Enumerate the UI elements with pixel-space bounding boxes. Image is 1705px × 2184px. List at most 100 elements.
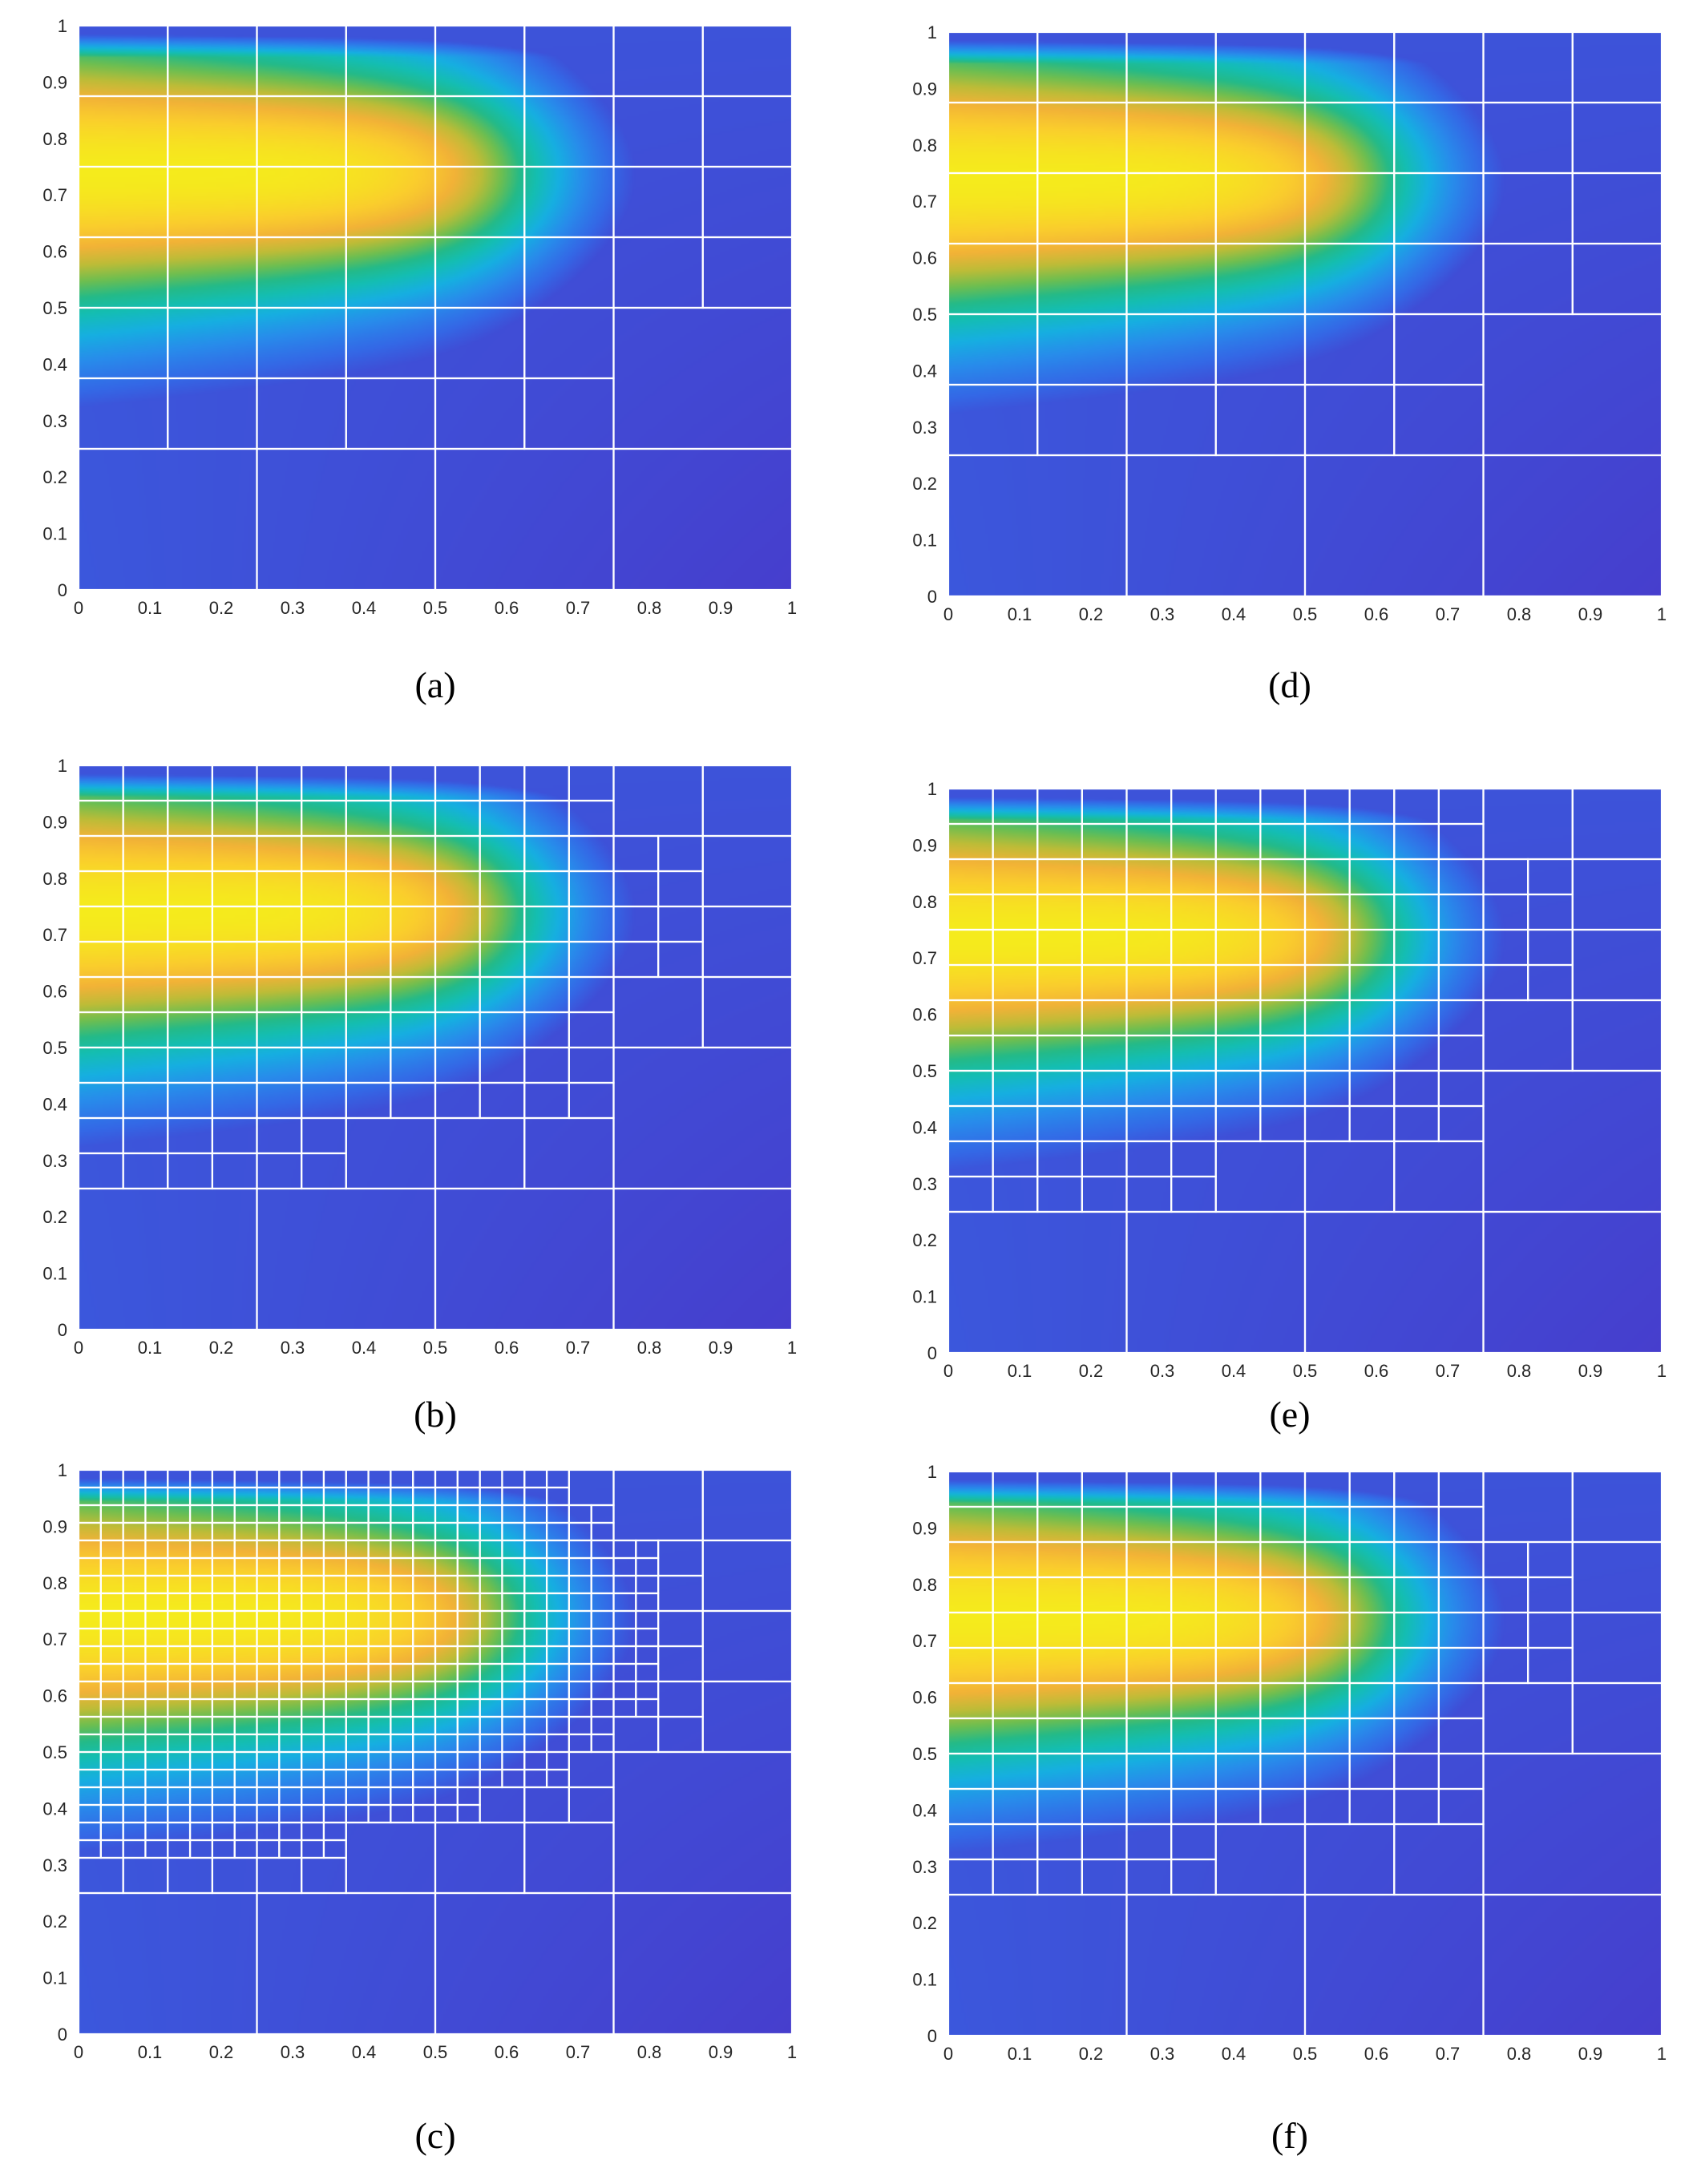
y-tick-label: 0.8 bbox=[42, 1573, 67, 1593]
x-tick-label: 0.1 bbox=[138, 2042, 163, 2062]
y-tick-label: 0.6 bbox=[42, 242, 67, 262]
x-tick-label: 1 bbox=[787, 1338, 797, 1358]
y-tick-label: 0.9 bbox=[42, 1516, 67, 1536]
y-tick-label: 0.5 bbox=[42, 1038, 67, 1058]
x-tick-label: 1 bbox=[1657, 2044, 1667, 2064]
x-tick-label: 0.5 bbox=[423, 598, 448, 618]
y-tick-label: 0.6 bbox=[42, 982, 67, 1002]
mesh-grid bbox=[79, 26, 792, 590]
mesh-grid bbox=[948, 789, 1662, 1353]
x-tick-label: 0.3 bbox=[281, 598, 305, 618]
x-tick-label: 0.1 bbox=[138, 1338, 163, 1358]
y-tick-label: 0.2 bbox=[42, 1912, 67, 1932]
y-tick-label: 0.7 bbox=[42, 925, 67, 945]
mesh-grid bbox=[79, 765, 792, 1330]
x-tick-label: 0.2 bbox=[209, 2042, 234, 2062]
x-tick-label: 0.7 bbox=[1436, 604, 1461, 624]
y-tick-label: 0.2 bbox=[42, 467, 67, 487]
x-tick-label: 0.6 bbox=[1364, 2044, 1389, 2064]
x-tick-label: 0.2 bbox=[1079, 1361, 1104, 1381]
x-tick-label: 0.9 bbox=[1578, 1361, 1603, 1381]
y-tick-label: 0.5 bbox=[912, 1061, 937, 1081]
y-tick-label: 1 bbox=[58, 756, 67, 776]
mesh-cell bbox=[1571, 1471, 1662, 1544]
x-tick-label: 0.8 bbox=[1507, 2044, 1532, 2064]
x-tick-label: 0 bbox=[74, 2042, 83, 2062]
mesh-grid bbox=[79, 1470, 792, 2034]
x-tick-label: 0.6 bbox=[495, 2042, 519, 2062]
x-tick-label: 0.1 bbox=[1008, 604, 1032, 624]
x-tick-label: 0.7 bbox=[566, 598, 591, 618]
y-tick-label: 0.8 bbox=[42, 129, 67, 149]
panel-b: 00 0.1 0.1 0.2 0.2 0.3 0.3 0.4 0.4 0.5 0.5 0.6 0.6 0.… bbox=[42, 756, 797, 1435]
x-tick-label: 0.2 bbox=[209, 1338, 234, 1358]
x-tick-label: 0.3 bbox=[281, 1338, 305, 1358]
y-tick-label: 0.6 bbox=[912, 1688, 937, 1708]
x-tick-label: 0 bbox=[943, 604, 953, 624]
x-tick-label: 0 bbox=[943, 2044, 953, 2064]
y-tick-label: 0.5 bbox=[912, 1744, 937, 1764]
y-tick-label: 0.7 bbox=[912, 192, 937, 212]
y-tick-label: 0.5 bbox=[912, 305, 937, 325]
y-tick-label: 0.1 bbox=[912, 531, 937, 551]
y-tick-label: 0.6 bbox=[912, 1005, 937, 1025]
mesh-cell bbox=[701, 1470, 792, 1542]
y-tick-label: 0.3 bbox=[912, 1174, 937, 1194]
x-tick-label: 0.5 bbox=[1293, 1361, 1318, 1381]
y-tick-label: 0.4 bbox=[42, 1798, 67, 1819]
x-tick-label: 0.4 bbox=[352, 598, 377, 618]
x-tick-label: 0.4 bbox=[1222, 1361, 1246, 1381]
y-tick-label: 0.3 bbox=[912, 1857, 937, 1877]
x-tick-label: 0.7 bbox=[1436, 2044, 1461, 2064]
x-tick-label: 0.9 bbox=[709, 2042, 733, 2062]
panel-c: 00 0.1 0.1 0.2 0.2 0.3 0.3 0.4 0.4 0.5 0.5 0.6 0.6 0.… bbox=[42, 1460, 797, 2156]
x-tick-label: 0.3 bbox=[1150, 604, 1175, 624]
panel-caption: (c) bbox=[414, 2115, 455, 2156]
x-tick-label: 0 bbox=[74, 1338, 83, 1358]
y-tick-label: 1 bbox=[927, 779, 937, 799]
y-tick-label: 0.1 bbox=[912, 1970, 937, 1990]
y-tick-label: 0.3 bbox=[42, 1151, 67, 1171]
x-tick-label: 0.7 bbox=[566, 1338, 591, 1358]
x-tick-label: 0.4 bbox=[1222, 604, 1246, 624]
panel-caption: (f) bbox=[1271, 2115, 1308, 2156]
mesh-cell bbox=[1571, 32, 1662, 104]
x-tick-label: 0.4 bbox=[352, 2042, 377, 2062]
x-tick-label: 0.5 bbox=[423, 1338, 448, 1358]
y-tick-label: 0 bbox=[58, 580, 67, 600]
x-tick-label: 0.2 bbox=[1079, 2044, 1104, 2064]
x-tick-label: 0.6 bbox=[495, 1338, 519, 1358]
y-tick-label: 0.3 bbox=[42, 1855, 67, 1875]
y-tick-label: 0.8 bbox=[912, 1575, 937, 1595]
x-tick-label: 0.3 bbox=[281, 2042, 305, 2062]
x-tick-label: 0.8 bbox=[637, 2042, 662, 2062]
x-tick-label: 0.8 bbox=[637, 598, 662, 618]
x-tick-label: 0 bbox=[943, 1361, 953, 1381]
x-tick-label: 0.8 bbox=[637, 1338, 662, 1358]
y-tick-label: 0.1 bbox=[912, 1287, 937, 1307]
mesh-cell bbox=[701, 765, 792, 838]
y-tick-label: 0 bbox=[927, 587, 937, 607]
y-tick-label: 0.7 bbox=[42, 185, 67, 205]
y-tick-label: 0.8 bbox=[912, 892, 937, 912]
x-tick-label: 1 bbox=[1657, 604, 1667, 624]
x-tick-label: 0.8 bbox=[1507, 1361, 1532, 1381]
y-tick-label: 0.5 bbox=[42, 1742, 67, 1762]
mesh-cell bbox=[1571, 789, 1662, 861]
x-tick-label: 0.4 bbox=[352, 1338, 377, 1358]
y-tick-label: 0 bbox=[927, 1343, 937, 1363]
y-tick-label: 0.8 bbox=[42, 869, 67, 889]
x-tick-label: 0.1 bbox=[1008, 1361, 1032, 1381]
x-tick-label: 1 bbox=[787, 598, 797, 618]
y-tick-label: 0.9 bbox=[912, 1518, 937, 1538]
x-tick-label: 0 bbox=[74, 598, 83, 618]
x-tick-label: 1 bbox=[1657, 1361, 1667, 1381]
x-tick-label: 0.9 bbox=[709, 598, 733, 618]
y-tick-label: 0.7 bbox=[912, 948, 937, 968]
x-tick-label: 0.5 bbox=[1293, 604, 1318, 624]
x-tick-label: 0.2 bbox=[209, 598, 234, 618]
x-tick-label: 0.1 bbox=[138, 598, 163, 618]
y-tick-label: 0.7 bbox=[42, 1629, 67, 1649]
x-tick-label: 0.9 bbox=[709, 1338, 733, 1358]
